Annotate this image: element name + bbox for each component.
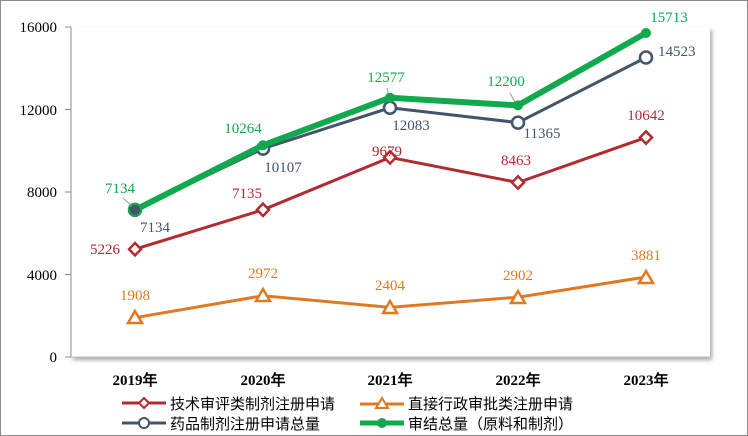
data-label: 2902 bbox=[503, 268, 533, 284]
dot-marker bbox=[128, 202, 142, 217]
data-label: 15713 bbox=[650, 10, 688, 26]
triangle-line-icon bbox=[360, 396, 404, 409]
series-technical-review: 5226 7135 9679 8463 10642 bbox=[90, 108, 665, 258]
circle-marker bbox=[510, 115, 526, 130]
data-label: 12200 bbox=[487, 74, 525, 90]
x-tick-label: 2021年 bbox=[367, 371, 412, 389]
triangle-marker bbox=[253, 286, 273, 303]
data-label: 2404 bbox=[375, 278, 406, 294]
x-tick-label: 2019年 bbox=[112, 371, 157, 389]
dot-marker bbox=[385, 92, 395, 103]
data-label: 9679 bbox=[372, 144, 402, 160]
data-label: 10264 bbox=[224, 121, 262, 137]
data-label: 12083 bbox=[392, 118, 430, 134]
series-closed-total: 7134 10264 12577 12200 15713 bbox=[105, 10, 688, 217]
data-label: 8463 bbox=[501, 153, 531, 169]
dot-marker bbox=[513, 100, 523, 111]
data-label: 12577 bbox=[367, 70, 405, 86]
diamond-marker bbox=[382, 149, 398, 166]
x-tick-label: 2020年 bbox=[240, 371, 285, 389]
triangle-marker bbox=[636, 268, 656, 285]
data-label: 7134 bbox=[140, 220, 171, 236]
dot-line-icon bbox=[360, 418, 404, 428]
x-tick-label: 2023年 bbox=[623, 371, 668, 389]
diamond-line-icon bbox=[122, 396, 166, 410]
data-label: 3881 bbox=[631, 248, 661, 264]
circle-marker bbox=[382, 100, 398, 116]
circle-line-icon bbox=[122, 417, 166, 429]
legend-item-closed-total: 审结总量（原料和制剂） bbox=[360, 413, 573, 434]
dot-marker bbox=[641, 28, 651, 38]
y-tick-label: 8000 bbox=[27, 185, 57, 201]
chart-legend: 技术审评类制剂注册申请 直接行政审批类注册申请 药品制剂注册申请总量 审结总量（… bbox=[122, 393, 602, 433]
legend-label: 技术审评类制剂注册申请 bbox=[170, 394, 336, 413]
circle-marker bbox=[638, 50, 654, 65]
data-label: 7135 bbox=[232, 186, 262, 202]
y-tick-label: 0 bbox=[50, 350, 58, 366]
data-label: 11365 bbox=[524, 126, 561, 142]
y-axis-ticks: 0 4000 8000 12000 16000 bbox=[20, 20, 71, 366]
x-axis-labels: 2019年 2020年 2021年 2022年 2023年 bbox=[112, 371, 668, 389]
diamond-marker bbox=[255, 201, 271, 218]
diamond-marker bbox=[510, 174, 526, 191]
data-label: 1908 bbox=[120, 288, 150, 304]
y-tick-label: 12000 bbox=[20, 103, 58, 119]
legend-item-total-applications: 药品制剂注册申请总量 bbox=[122, 413, 360, 434]
data-label: 7134 bbox=[105, 181, 136, 197]
series-admin-approval: 1908 2972 2404 2902 3881 bbox=[120, 248, 661, 325]
data-label: 14523 bbox=[658, 44, 696, 60]
data-label: 5226 bbox=[90, 242, 121, 258]
legend-label: 直接行政审批类注册申请 bbox=[408, 394, 574, 413]
data-label: 10107 bbox=[264, 160, 302, 176]
y-tick-label: 16000 bbox=[20, 20, 58, 36]
data-label: 10642 bbox=[627, 108, 665, 124]
legend-item-admin-approval: 直接行政审批类注册申请 bbox=[360, 393, 573, 414]
legend-label: 审结总量（原料和制剂） bbox=[408, 414, 574, 433]
diamond-marker bbox=[638, 129, 654, 146]
x-tick-label: 2022年 bbox=[495, 371, 540, 389]
triangle-marker bbox=[380, 298, 400, 315]
triangle-marker bbox=[125, 308, 145, 325]
dot-marker bbox=[258, 140, 268, 151]
y-tick-label: 4000 bbox=[27, 268, 57, 284]
data-label: 2972 bbox=[248, 266, 278, 282]
legend-label: 药品制剂注册申请总量 bbox=[170, 414, 321, 433]
legend-item-technical-review: 技术审评类制剂注册申请 bbox=[122, 393, 360, 414]
triangle-marker bbox=[508, 288, 528, 305]
diamond-marker bbox=[127, 241, 143, 258]
